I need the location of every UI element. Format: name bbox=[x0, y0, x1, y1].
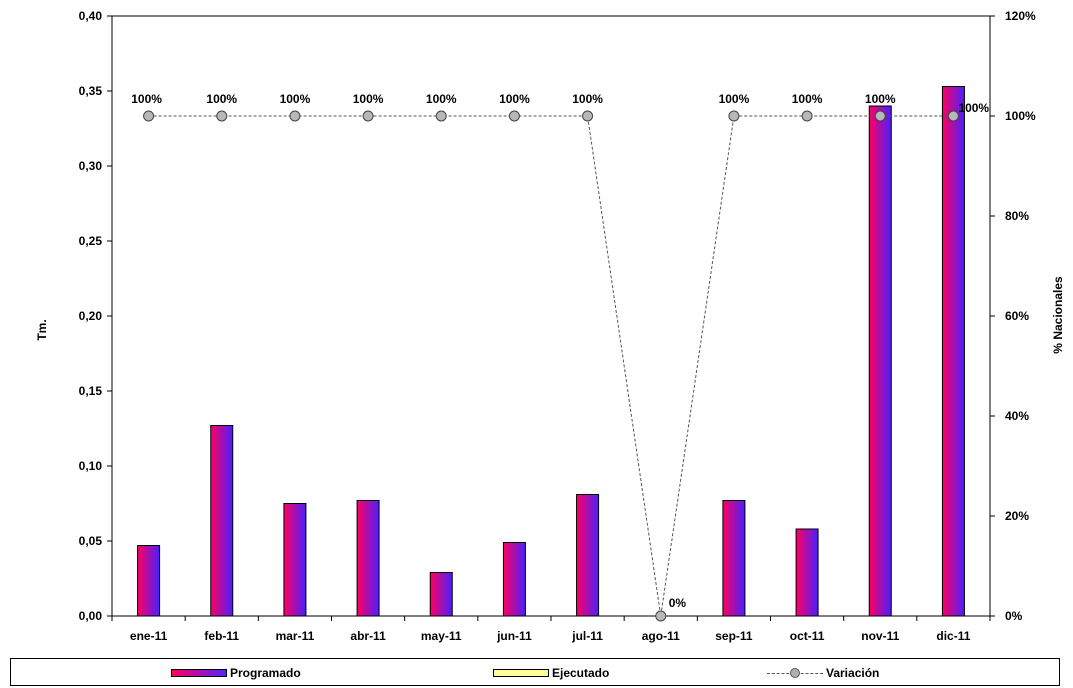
variation-point bbox=[582, 110, 594, 122]
y2-tick-label: 100% bbox=[1005, 109, 1036, 123]
legend-item-ejecutado: Ejecutado bbox=[493, 665, 609, 681]
y-tick-label: 0,00 bbox=[79, 609, 103, 623]
legend: Programado Ejecutado Variación bbox=[10, 658, 1060, 686]
x-axis-ticks: ene-11 feb-11 mar-11 abr-11 may-11 jun-11 jul-… bbox=[111, 616, 991, 643]
x-tick-label: feb-11 bbox=[204, 629, 239, 643]
x-tick-label: jul-11 bbox=[571, 629, 603, 643]
y2-tick-label: 120% bbox=[1005, 9, 1036, 23]
variation-point bbox=[362, 110, 374, 122]
x-tick-label: dic-11 bbox=[936, 629, 970, 643]
x-tick-label: oct-11 bbox=[790, 629, 825, 643]
data-labels: 100% 100% 100% 100% 100% 100% 100% 0% 100% 100% 10… bbox=[131, 92, 989, 610]
bar-programado bbox=[429, 572, 453, 617]
x-tick-label: jun-11 bbox=[496, 629, 532, 643]
y-tick-label: 0,35 bbox=[79, 84, 103, 98]
plot-frame bbox=[111, 15, 991, 617]
variation-point bbox=[216, 110, 228, 122]
x-tick-label: sep-11 bbox=[715, 629, 753, 643]
bar-programado bbox=[137, 545, 161, 617]
bars bbox=[137, 86, 965, 617]
y-axis-title: Tm. bbox=[35, 319, 49, 340]
bar-programado bbox=[941, 86, 965, 617]
bar-programado bbox=[283, 503, 307, 617]
variation-data-label: 100% bbox=[958, 101, 989, 115]
variation-point bbox=[728, 110, 740, 122]
y-tick-label: 0,20 bbox=[79, 309, 103, 323]
bar-programado bbox=[868, 105, 892, 617]
y2-tick-label: 60% bbox=[1005, 309, 1029, 323]
variation-line bbox=[143, 110, 959, 622]
x-tick-label: ene-11 bbox=[130, 629, 168, 643]
bar-programado bbox=[210, 425, 234, 617]
variation-point bbox=[947, 110, 959, 122]
variation-data-label: 100% bbox=[131, 92, 162, 106]
legend-label-programado: Programado bbox=[230, 666, 301, 680]
bar-programado bbox=[722, 500, 746, 617]
bar-programado bbox=[502, 542, 526, 617]
plot-area bbox=[111, 15, 991, 617]
right-axis-ticks: 0% 20% 40% 60% 80% 100% 120% bbox=[990, 9, 1036, 623]
variation-point bbox=[874, 110, 886, 122]
bar-programado bbox=[356, 500, 380, 617]
y2-tick-label: 0% bbox=[1005, 609, 1023, 623]
variation-point bbox=[435, 110, 447, 122]
variation-data-label: 100% bbox=[865, 92, 896, 106]
variation-point bbox=[143, 110, 155, 122]
legend-item-variacion: Variación bbox=[767, 665, 879, 681]
variation-point bbox=[508, 110, 520, 122]
x-tick-label: nov-11 bbox=[861, 629, 899, 643]
y-tick-label: 0,40 bbox=[79, 9, 103, 23]
variation-series-line bbox=[148, 115, 954, 617]
variation-data-label: 100% bbox=[206, 92, 237, 106]
y2-tick-label: 20% bbox=[1005, 509, 1029, 523]
legend-item-programado: Programado bbox=[171, 665, 301, 681]
y2-tick-label: 40% bbox=[1005, 409, 1029, 423]
y-tick-label: 0,10 bbox=[79, 459, 103, 473]
y2-tick-label: 80% bbox=[1005, 209, 1029, 223]
x-tick-label: abr-11 bbox=[350, 629, 386, 643]
variation-data-label: 100% bbox=[719, 92, 750, 106]
variation-data-label: 100% bbox=[426, 92, 457, 106]
legend-swatch-programado bbox=[171, 669, 227, 677]
variation-data-label: 100% bbox=[792, 92, 823, 106]
chart: 0,00 0,05 0,10 0,15 0,20 0,25 0,30 0,35 0,40 0% 2… bbox=[35, 9, 1065, 643]
legend-label-variacion: Variación bbox=[826, 666, 880, 680]
variation-data-label: 100% bbox=[280, 92, 311, 106]
variation-data-label: 100% bbox=[499, 92, 530, 106]
left-axis-ticks: 0,00 0,05 0,10 0,15 0,20 0,25 0,30 0,35 0,40 bbox=[79, 9, 112, 623]
legend-swatch-ejecutado bbox=[493, 669, 549, 677]
variation-data-label: 100% bbox=[353, 92, 384, 106]
variation-data-label: 100% bbox=[572, 92, 603, 106]
x-tick-label: ago-11 bbox=[642, 629, 680, 643]
x-tick-label: mar-11 bbox=[276, 629, 315, 643]
variation-point bbox=[289, 110, 301, 122]
bar-programado bbox=[576, 494, 600, 617]
variation-data-label: 0% bbox=[669, 596, 687, 610]
variation-point bbox=[801, 110, 813, 122]
x-tick-label: may-11 bbox=[421, 629, 462, 643]
y-tick-label: 0,25 bbox=[79, 234, 103, 248]
y-tick-label: 0,15 bbox=[79, 384, 103, 398]
y-tick-label: 0,30 bbox=[79, 159, 103, 173]
legend-label-ejecutado: Ejecutado bbox=[552, 666, 610, 680]
legend-swatch-variacion bbox=[767, 667, 823, 679]
variation-point bbox=[655, 610, 667, 622]
y-tick-label: 0,05 bbox=[79, 534, 103, 548]
y2-axis-title: % Nacionales bbox=[1051, 276, 1065, 354]
bar-programado bbox=[795, 528, 819, 617]
